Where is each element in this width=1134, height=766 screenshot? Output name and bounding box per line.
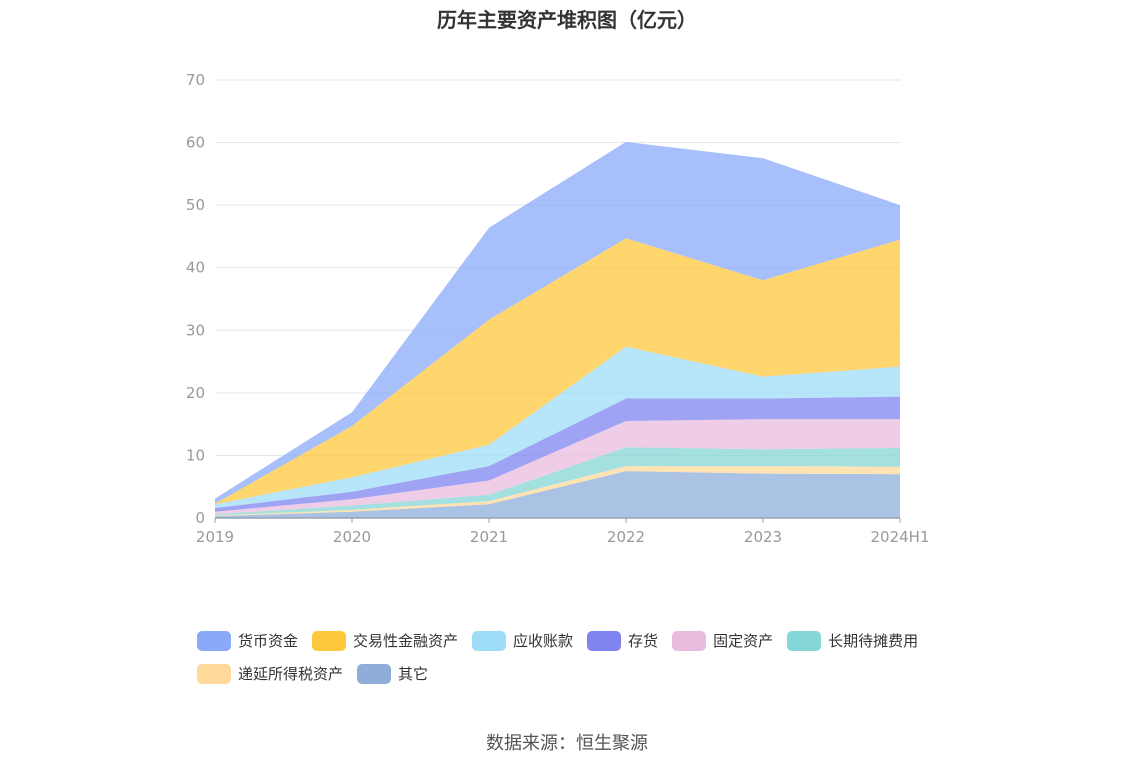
x-tick-label: 2023 bbox=[744, 528, 782, 546]
area-应收账款 bbox=[215, 346, 900, 508]
y-tick-label: 30 bbox=[186, 321, 205, 339]
legend-swatch bbox=[672, 630, 707, 651]
legend-label: 交易性金融资产 bbox=[353, 632, 459, 650]
legend-swatch bbox=[312, 630, 347, 651]
data-source-note: 数据来源：恒生聚源 bbox=[486, 733, 648, 754]
legend-label: 其它 bbox=[398, 665, 429, 683]
x-tick-label: 2024H1 bbox=[871, 528, 930, 546]
legend-label: 递延所得税资产 bbox=[238, 665, 344, 683]
area-series bbox=[215, 141, 900, 518]
legend-label: 固定资产 bbox=[713, 632, 774, 650]
legend-item-货币资金[interactable]: 货币资金 bbox=[197, 630, 298, 651]
legend-swatch bbox=[197, 663, 231, 684]
legend-swatch bbox=[787, 630, 822, 651]
legend-item-交易性金融资产[interactable]: 交易性金融资产 bbox=[312, 630, 458, 651]
legend-item-长期待摊费用[interactable]: 长期待摊费用 bbox=[787, 630, 918, 651]
axes: 0 10 20 30 40 50 60 70 2019 2020 2021 2022 2023 2024H… bbox=[186, 71, 930, 546]
legend-label: 存货 bbox=[628, 632, 659, 650]
legend-item-固定资产[interactable]: 固定资产 bbox=[672, 630, 773, 651]
y-tick-label: 60 bbox=[186, 134, 205, 152]
chart-title: 历年主要资产堆积图（亿元） bbox=[437, 8, 697, 32]
area-递延所得税资产 bbox=[215, 466, 900, 517]
y-tick-label: 70 bbox=[186, 71, 205, 89]
y-tick-label: 20 bbox=[186, 384, 205, 402]
legend-item-应收账款[interactable]: 应收账款 bbox=[472, 630, 573, 651]
legend-label: 货币资金 bbox=[238, 632, 299, 650]
legend-label: 长期待摊费用 bbox=[828, 632, 919, 650]
legend-swatch bbox=[472, 630, 507, 651]
legend-swatch bbox=[197, 630, 231, 651]
x-tick-label: 2019 bbox=[196, 528, 234, 546]
legend-item-其它[interactable]: 其它 bbox=[357, 663, 428, 684]
y-tick-label: 0 bbox=[195, 509, 205, 527]
x-tick-label: 2022 bbox=[607, 528, 645, 546]
x-tick-label: 2020 bbox=[333, 528, 371, 546]
x-tick-label: 2021 bbox=[470, 528, 508, 546]
legend-label: 应收账款 bbox=[513, 632, 574, 650]
area-货币资金 bbox=[215, 141, 900, 504]
area-存货 bbox=[215, 396, 900, 512]
y-tick-label: 40 bbox=[186, 259, 205, 277]
legend-swatch bbox=[587, 630, 622, 651]
area-长期待摊费用 bbox=[215, 447, 900, 516]
legend-swatch bbox=[357, 663, 392, 684]
area-固定资产 bbox=[215, 419, 900, 515]
legend-item-递延所得税资产[interactable]: 递延所得税资产 bbox=[197, 663, 343, 684]
area-其它 bbox=[215, 471, 900, 518]
area-交易性金融资产 bbox=[215, 238, 900, 505]
legend-item-存货[interactable]: 存货 bbox=[587, 630, 658, 651]
y-tick-label: 50 bbox=[186, 196, 205, 214]
chart-canvas: 0 10 20 30 40 50 60 70 2019 2020 2021 2022 2023 2024H… bbox=[186, 71, 930, 546]
y-tick-label: 10 bbox=[186, 446, 205, 464]
legend: 货币资金 交易性金融资产 应收账款 存货 固定资产 长期待摊费用递延所得税资产 其它 bbox=[197, 630, 957, 684]
